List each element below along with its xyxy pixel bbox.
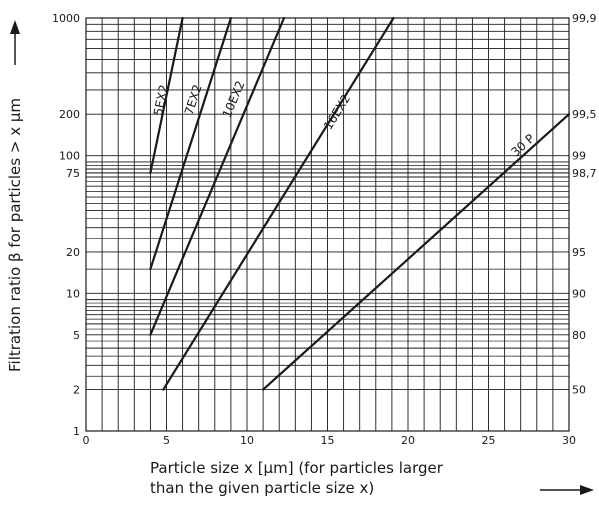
y2-tick-label: 80 [572, 329, 586, 342]
x-axis-arrow [540, 485, 594, 495]
y-tick-label: 2 [73, 384, 80, 397]
y-tick-label: 5 [73, 329, 80, 342]
y2-tick-label: 99,5 [572, 108, 597, 121]
y2-tick-label: 95 [572, 246, 586, 259]
y-tick-label: 20 [66, 246, 80, 259]
series-line [149, 16, 232, 271]
grid-lines [86, 18, 569, 431]
y-tick-label: 200 [59, 108, 80, 121]
x-tick-label: 10 [240, 434, 254, 447]
tick-labels: 0 5 10 15 20 25 301251020751002001000508090959… [52, 12, 597, 447]
x-tick-label: 15 [321, 434, 335, 447]
arrow-head [10, 20, 20, 34]
series-line [149, 16, 286, 336]
series-line [149, 16, 184, 174]
y-tick-label: 75 [66, 167, 80, 180]
x-tick-label: 30 [562, 434, 576, 447]
y-tick-label: 100 [59, 150, 80, 163]
y-tick-label: 1 [73, 425, 80, 438]
series-curves [149, 16, 571, 391]
y-tick-label: 1000 [52, 12, 80, 25]
x-tick-label: 0 [83, 434, 90, 447]
series-label: 5EX2 [151, 83, 171, 116]
series-line [162, 16, 395, 391]
x-tick-label: 5 [163, 434, 170, 447]
y2-tick-label: 99,9 [572, 12, 597, 25]
series-label: 16EX2 [321, 92, 353, 132]
x-axis-label-line1: Particle size x [µm] (for particles larg… [150, 459, 443, 477]
y2-tick-label: 99 [572, 150, 586, 163]
y2-tick-label: 98,7 [572, 167, 597, 180]
x-tick-label: 20 [401, 434, 415, 447]
x-tick-label: 25 [482, 434, 496, 447]
y-tick-label: 10 [66, 287, 80, 300]
y2-tick-label: 90 [572, 287, 586, 300]
arrow-head [580, 485, 594, 495]
y-axis-arrow [10, 20, 20, 65]
plot-frame [85, 17, 570, 432]
series-line [262, 113, 571, 391]
x-axis-label-line2: than the given particle size x) [150, 479, 375, 497]
y-axis-label: Filtration ratio β for particles > x µm [6, 98, 24, 372]
y2-tick-label: 50 [572, 384, 586, 397]
x-axis-label: Particle size x [µm] (for particles larg… [150, 458, 530, 498]
